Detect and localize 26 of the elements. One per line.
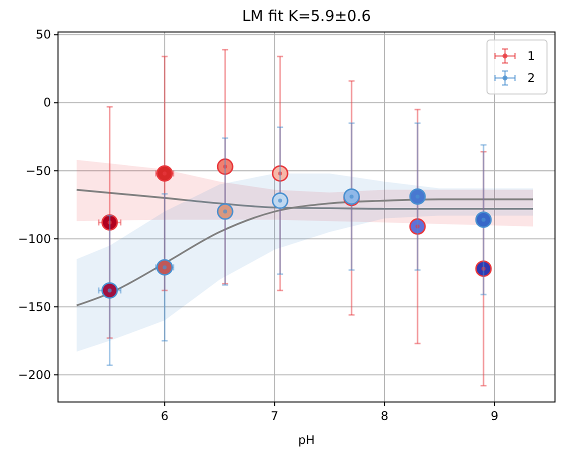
point xyxy=(216,203,234,220)
legend-label: 1 xyxy=(527,49,535,63)
point xyxy=(409,218,426,235)
x-tick-label: 6 xyxy=(160,409,168,423)
point xyxy=(156,259,173,276)
point xyxy=(475,211,492,228)
y-tick-label: −50 xyxy=(26,164,51,178)
x-tick-label: 8 xyxy=(380,409,388,423)
point xyxy=(475,260,492,277)
point xyxy=(216,158,234,175)
point xyxy=(409,188,426,205)
y-tick-label: −150 xyxy=(18,300,51,314)
y-tick-label: 0 xyxy=(43,96,51,110)
x-axis-title: pH xyxy=(298,433,315,447)
y-tick-label: 50 xyxy=(36,28,51,42)
chart-title: LM fit K=5.9±0.6 xyxy=(242,7,371,25)
point xyxy=(101,282,118,299)
point xyxy=(272,165,288,182)
x-tick-label: 9 xyxy=(490,409,498,423)
point xyxy=(272,192,288,209)
legend-label: 2 xyxy=(527,71,535,85)
y-tick-label: −100 xyxy=(18,232,51,246)
point xyxy=(156,165,173,182)
y-tick-label: −200 xyxy=(18,368,51,382)
point xyxy=(101,214,118,231)
x-tick-label: 7 xyxy=(270,409,278,423)
